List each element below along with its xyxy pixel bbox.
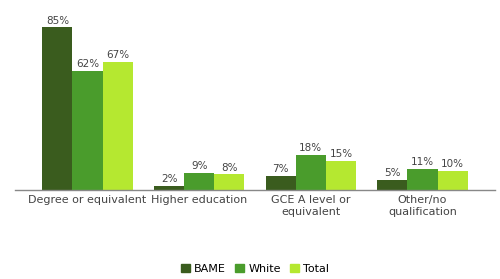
Bar: [184, 172, 214, 190]
Text: 67%: 67%: [106, 50, 130, 60]
Bar: [296, 155, 326, 190]
Text: 11%: 11%: [411, 157, 434, 167]
Text: 7%: 7%: [272, 164, 289, 174]
Text: 15%: 15%: [330, 149, 352, 159]
Bar: [154, 186, 184, 190]
Bar: [377, 180, 408, 190]
Bar: [42, 27, 72, 190]
Text: 9%: 9%: [191, 161, 208, 171]
Bar: [266, 176, 296, 190]
Legend: BAME, White, Total: BAME, White, Total: [176, 259, 334, 278]
Text: 8%: 8%: [221, 163, 238, 172]
Bar: [438, 171, 468, 190]
Bar: [326, 161, 356, 190]
Text: 62%: 62%: [76, 59, 99, 69]
Text: 5%: 5%: [384, 168, 400, 178]
Bar: [408, 169, 438, 190]
Text: 85%: 85%: [46, 16, 69, 26]
Bar: [214, 174, 244, 190]
Text: 18%: 18%: [300, 143, 322, 153]
Text: 2%: 2%: [161, 174, 178, 184]
Bar: [102, 62, 133, 190]
Bar: [72, 71, 102, 190]
Text: 10%: 10%: [441, 159, 464, 169]
